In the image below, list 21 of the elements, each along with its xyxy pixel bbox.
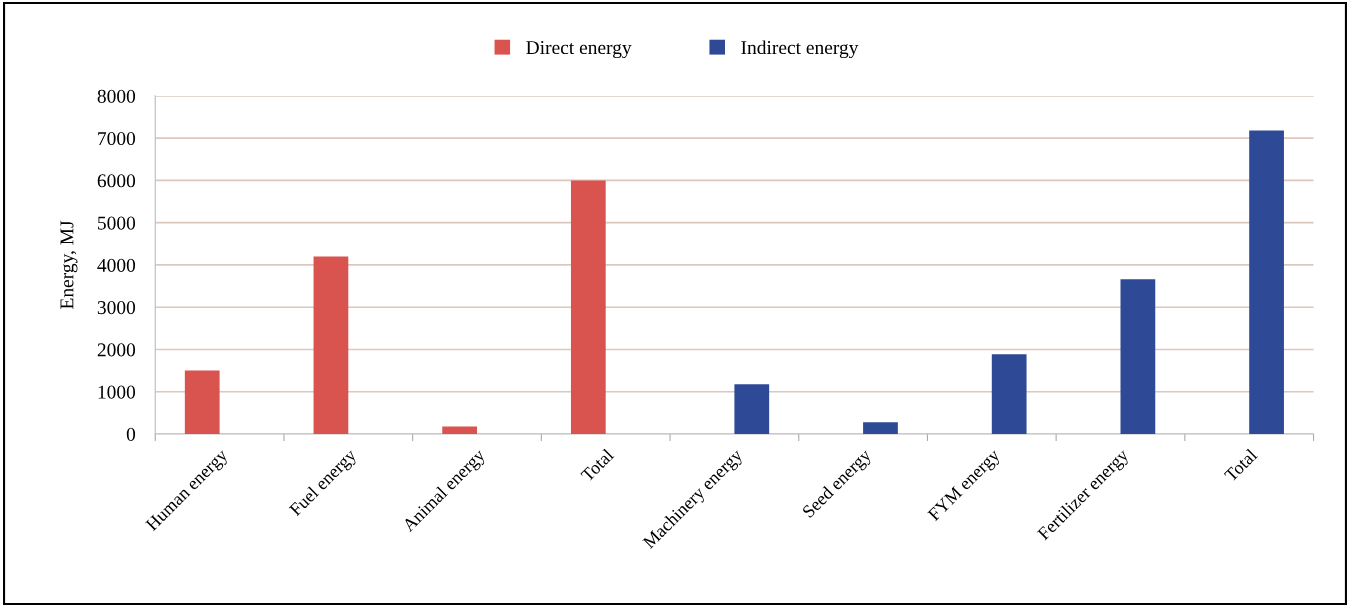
y-tick-label: 6000: [97, 174, 136, 188]
y-tick-label: 0: [126, 427, 136, 441]
bar: [442, 426, 477, 434]
y-tick-label: 4000: [97, 258, 136, 272]
y-axis-title: Energy, MJ: [60, 220, 78, 309]
bar: [991, 354, 1027, 434]
bar: [570, 180, 606, 434]
bar: [1120, 279, 1156, 434]
y-tick-label: 3000: [97, 301, 136, 315]
bar: [313, 256, 349, 434]
y-tick-label: 1000: [98, 385, 136, 399]
legend-label: Indirect energy: [741, 40, 859, 59]
y-tick-label: 5000: [98, 216, 136, 230]
bar: [184, 370, 220, 434]
y-tick-label: 8000: [97, 89, 136, 103]
bar: [734, 384, 770, 434]
y-tick-label: 2000: [97, 343, 136, 357]
legend-label: Direct energy: [526, 41, 632, 59]
y-tick-label: 7000: [98, 131, 136, 146]
bar: [1249, 130, 1284, 434]
bar: [863, 422, 898, 434]
